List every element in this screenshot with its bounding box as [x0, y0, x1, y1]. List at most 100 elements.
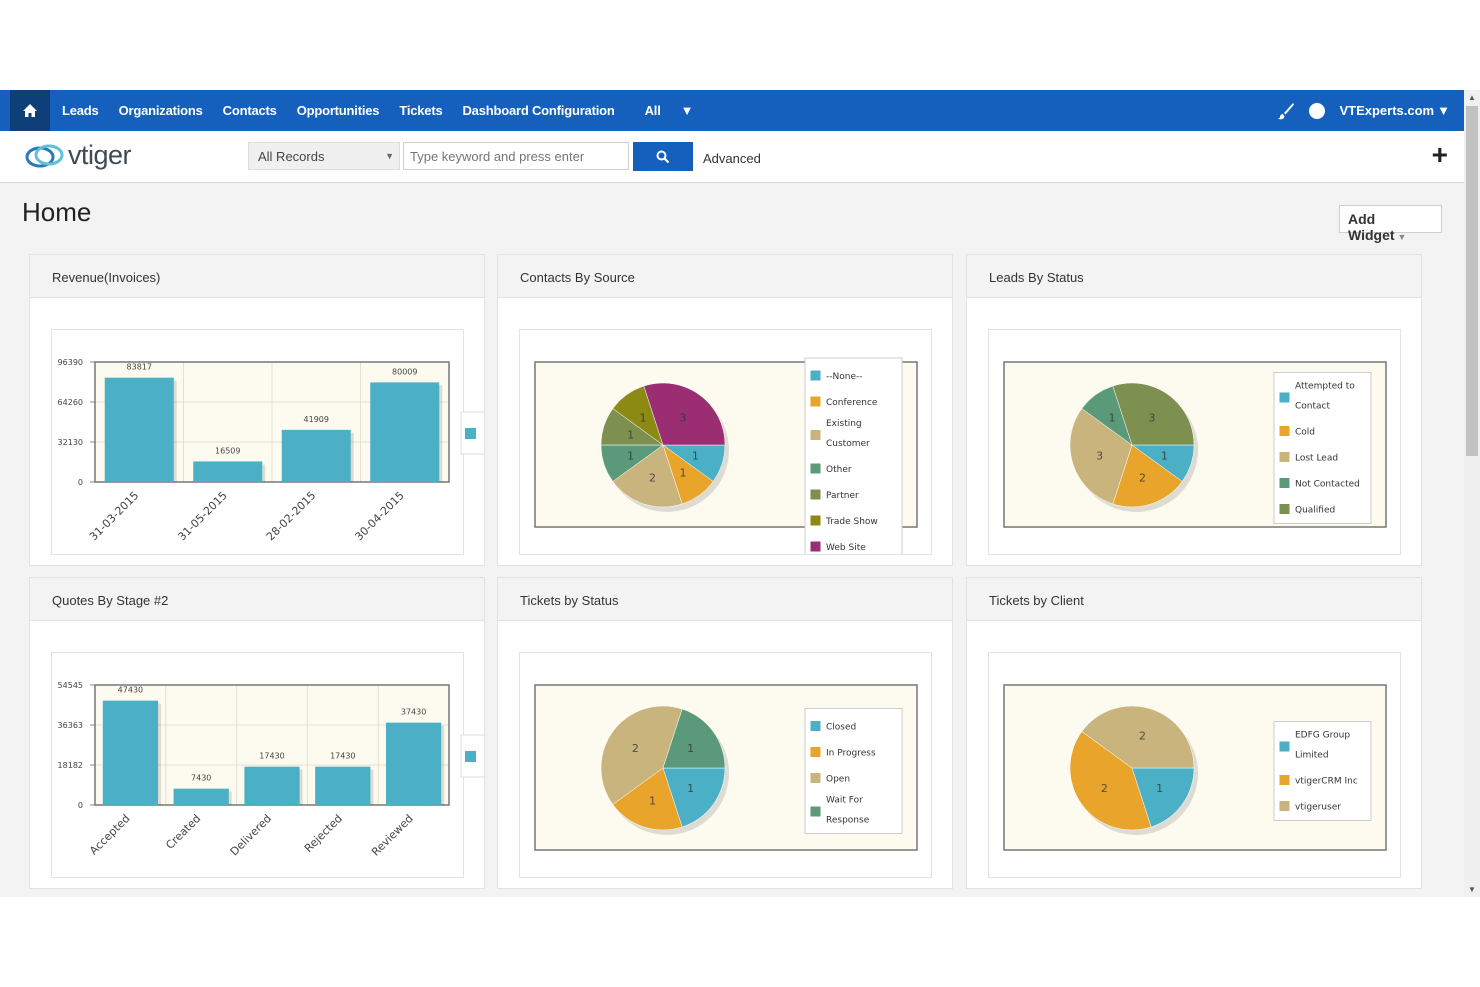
nav-tickets[interactable]: Tickets: [399, 103, 443, 118]
data-label: 17430: [259, 752, 284, 761]
y-tick-label: 96390: [58, 358, 83, 367]
scroll-up-icon[interactable]: ▲: [1468, 93, 1476, 102]
user-menu[interactable]: VTExperts.com ▼: [1339, 103, 1450, 118]
widget-title[interactable]: Quotes By Stage #2: [30, 578, 484, 621]
slice-label: 2: [649, 471, 656, 484]
quotes-stage-bar-chart: 0 18182 36363 54545 47430 Accepted 7430 Created…: [58, 681, 484, 859]
search-input[interactable]: [403, 142, 629, 170]
legend-label: Partner: [826, 491, 859, 501]
bar: [244, 766, 300, 805]
nav-all-menu[interactable]: All ▼: [635, 103, 704, 118]
slice-label: 2: [632, 742, 639, 755]
legend-swatch: [1278, 503, 1291, 515]
bar: [315, 766, 371, 805]
bar: [193, 461, 263, 482]
data-label: 80009: [392, 367, 417, 376]
bar: [385, 722, 442, 805]
data-label: 17430: [330, 752, 355, 761]
widget-title[interactable]: Contacts By Source: [498, 255, 952, 298]
legend-swatch: [809, 540, 822, 553]
legend-label: Existing: [826, 419, 862, 429]
x-tick-label: 31-03-2015: [87, 489, 141, 543]
legend-box: [804, 357, 903, 562]
legend-swatch: [809, 720, 822, 732]
search-button[interactable]: [633, 142, 693, 171]
pie-slice: [662, 708, 726, 769]
slice-label: 3: [680, 411, 687, 424]
data-label: 16509: [215, 446, 240, 455]
chart-frame: 1 2 2 EDFG Group Limited vtigerCRM Inc vtigeru…: [988, 652, 1401, 878]
slice-label: 1: [687, 742, 694, 755]
info-icon[interactable]: i: [1309, 102, 1326, 119]
legend-label: --None--: [826, 372, 862, 382]
nav-leads[interactable]: Leads: [62, 103, 99, 118]
widget-quotes-by-stage: Quotes By Stage #2 0 18182 36363 54545 47430…: [29, 577, 485, 889]
legend-swatch: [465, 428, 476, 439]
legend-label: In Progress: [826, 749, 876, 759]
page-scrollbar[interactable]: ▲ ▼: [1464, 90, 1480, 897]
nav-right-tools: i VTExperts.com ▼: [1277, 90, 1450, 131]
legend-swatch: [1278, 451, 1291, 463]
widget-contacts-by-source: Contacts By Source 1 1 2 1 1 1 3 --None-- Confer…: [497, 254, 953, 566]
data-label: 7430: [191, 774, 211, 783]
revenue-bar-chart: 0 32130 64260 96390 83817 31-03-2015 16509 31-0…: [58, 358, 484, 543]
nav-organizations[interactable]: Organizations: [118, 103, 203, 118]
bar: [104, 377, 174, 482]
legend-swatch: [465, 751, 476, 762]
advanced-search-link[interactable]: Advanced: [703, 151, 761, 166]
legend-label: Web Site: [826, 543, 866, 553]
home-button[interactable]: [10, 90, 50, 131]
x-tick-label: Reviewed: [369, 812, 416, 859]
slice-label: 2: [1139, 730, 1146, 743]
pie-slice: [600, 705, 683, 805]
slice-label: 1: [1161, 450, 1168, 463]
legend-label: Wait For: [826, 796, 863, 806]
legend-swatch: [1278, 774, 1291, 786]
x-tick-label: Delivered: [228, 812, 274, 858]
scrollbar-thumb[interactable]: [1466, 106, 1478, 456]
data-label: 37430: [401, 708, 426, 717]
paintbrush-icon[interactable]: [1277, 102, 1295, 120]
x-tick-label: Rejected: [302, 812, 345, 855]
chart-frame: 1 2 3 1 3 Attempted to Contact Cold Lost Lead Not…: [988, 329, 1401, 555]
widget-title[interactable]: Revenue(Invoices): [30, 255, 484, 298]
nav-contacts[interactable]: Contacts: [222, 103, 277, 118]
nav-opportunities[interactable]: Opportunities: [296, 103, 380, 118]
legend-label: Attempted to: [1295, 382, 1355, 392]
pie-slice: [612, 767, 683, 831]
nav-all-label: All: [644, 103, 661, 118]
widget-title[interactable]: Tickets by Client: [967, 578, 1421, 621]
pie-slice: [1081, 705, 1195, 769]
bar: [173, 788, 229, 805]
add-widget-label: Add Widget: [1348, 211, 1395, 243]
leads-status-pie-chart: 1 2 3 1 3 Attempted to Contact Cold Lost Lead Not…: [1003, 361, 1387, 528]
legend-swatch: [1278, 391, 1291, 404]
slice-label: 1: [680, 467, 687, 480]
add-widget-button[interactable]: Add Widget ▼: [1339, 205, 1442, 243]
legend-label: vtigerCRM Inc: [1295, 777, 1358, 787]
search-scope-select[interactable]: All Records ▼: [248, 142, 400, 170]
widget-title[interactable]: Tickets by Status: [498, 578, 952, 621]
search-icon: [656, 150, 670, 163]
widget-title[interactable]: Leads By Status: [967, 255, 1421, 298]
scroll-down-icon[interactable]: ▼: [1468, 885, 1476, 894]
vtiger-logo[interactable]: vtiger: [24, 140, 132, 171]
legend-label: Other: [826, 465, 852, 475]
legend-swatch: [809, 746, 822, 758]
quick-create-icon[interactable]: +: [1431, 139, 1448, 170]
slice-label: 3: [1149, 411, 1156, 424]
slice-label: 3: [1096, 450, 1103, 463]
bar: [281, 429, 351, 482]
nav-dashboard-configuration[interactable]: Dashboard Configuration: [462, 103, 615, 118]
legend-label: Response: [826, 816, 870, 826]
legend-label: Open: [826, 775, 850, 785]
legend-swatch: [1278, 740, 1291, 753]
legend-label: Lost Lead: [1295, 454, 1338, 464]
legend-swatch: [809, 395, 822, 408]
chevron-down-icon: ▼: [385, 151, 394, 161]
widget-revenue-invoices: Revenue(Invoices) 0 32130 64260 96390 83817 3…: [29, 254, 485, 566]
slice-label: 1: [627, 450, 634, 463]
legend-label: Not Contacted: [1295, 480, 1360, 490]
chart-frame: 1 1 2 1 Closed In Progress Open Wait For Respons…: [519, 652, 932, 878]
